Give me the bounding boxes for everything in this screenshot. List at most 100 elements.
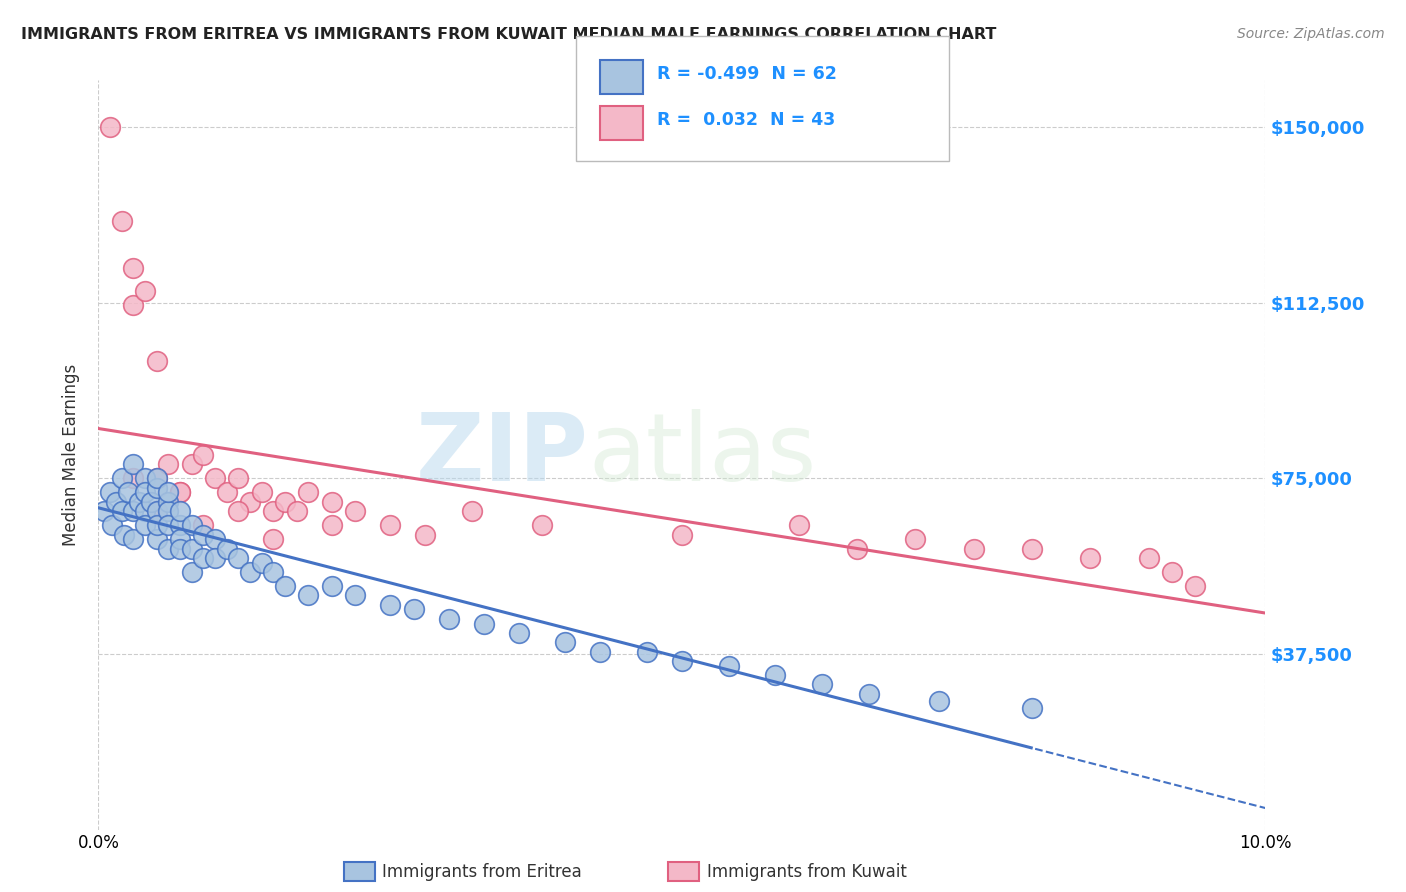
Text: atlas: atlas xyxy=(589,409,817,501)
Point xyxy=(380,598,402,612)
Point xyxy=(111,471,134,485)
Point xyxy=(111,504,134,518)
Point xyxy=(146,471,169,485)
Point xyxy=(250,485,273,500)
Point xyxy=(146,481,169,495)
Point xyxy=(858,687,880,701)
Point xyxy=(1080,551,1102,566)
Point xyxy=(530,518,553,533)
Point xyxy=(262,504,284,518)
Point xyxy=(413,527,436,541)
Point xyxy=(904,532,927,546)
Point xyxy=(321,518,343,533)
Text: Source: ZipAtlas.com: Source: ZipAtlas.com xyxy=(1237,27,1385,41)
Point xyxy=(215,485,238,500)
Point xyxy=(157,485,180,500)
Point xyxy=(157,504,180,518)
Text: ZIP: ZIP xyxy=(416,409,589,501)
Point xyxy=(134,471,156,485)
Point xyxy=(180,541,202,556)
Point xyxy=(671,654,693,668)
Point xyxy=(344,589,367,603)
Point xyxy=(117,485,139,500)
Point xyxy=(1021,701,1043,715)
Point xyxy=(157,541,180,556)
Point xyxy=(101,518,124,533)
Point xyxy=(122,471,145,485)
Point xyxy=(122,260,145,275)
Point xyxy=(1021,541,1043,556)
Point xyxy=(169,532,191,546)
Text: Immigrants from Kuwait: Immigrants from Kuwait xyxy=(707,863,907,881)
Point xyxy=(104,494,127,508)
Point xyxy=(1137,551,1160,566)
Point xyxy=(846,541,869,556)
Point xyxy=(472,616,495,631)
Point xyxy=(636,644,658,658)
Point xyxy=(139,494,162,508)
Point xyxy=(285,504,308,518)
Point xyxy=(146,504,169,518)
Point xyxy=(157,518,180,533)
Point xyxy=(239,494,262,508)
Point xyxy=(297,485,319,500)
Point xyxy=(321,494,343,508)
Point xyxy=(787,518,810,533)
Point xyxy=(204,471,226,485)
Point xyxy=(402,602,425,616)
Point xyxy=(262,565,284,579)
Point xyxy=(589,644,612,658)
Point xyxy=(321,579,343,593)
Point xyxy=(111,213,134,227)
Point xyxy=(274,494,297,508)
Point xyxy=(180,565,202,579)
Point xyxy=(671,527,693,541)
Point xyxy=(1161,565,1184,579)
Point xyxy=(146,532,169,546)
Point xyxy=(169,485,191,500)
Point xyxy=(461,504,484,518)
Point xyxy=(98,120,121,135)
Point xyxy=(169,541,191,556)
Text: Immigrants from Eritrea: Immigrants from Eritrea xyxy=(382,863,582,881)
Point xyxy=(93,504,115,518)
Point xyxy=(146,471,169,485)
Point xyxy=(169,518,191,533)
Point xyxy=(134,284,156,298)
Point xyxy=(228,504,250,518)
Point xyxy=(811,677,834,691)
Point xyxy=(134,485,156,500)
Point xyxy=(193,551,215,566)
Point xyxy=(122,504,145,518)
Point xyxy=(344,504,367,518)
Point xyxy=(508,626,530,640)
Point xyxy=(180,518,202,533)
Y-axis label: Median Male Earnings: Median Male Earnings xyxy=(62,364,80,546)
Point xyxy=(146,518,169,533)
Point xyxy=(228,551,250,566)
Point xyxy=(1184,579,1206,593)
Point xyxy=(122,457,145,471)
Point xyxy=(297,589,319,603)
Point xyxy=(962,541,984,556)
Point xyxy=(763,668,786,682)
Point xyxy=(204,532,226,546)
Point xyxy=(193,448,215,462)
Point xyxy=(717,658,740,673)
Point xyxy=(122,532,145,546)
Point xyxy=(134,518,156,533)
Point xyxy=(122,298,145,312)
Text: R =  0.032  N = 43: R = 0.032 N = 43 xyxy=(657,112,835,129)
Point xyxy=(112,527,135,541)
Point xyxy=(146,504,169,518)
Point xyxy=(250,556,273,570)
Point xyxy=(262,532,284,546)
Point xyxy=(169,504,191,518)
Point xyxy=(215,541,238,556)
Point xyxy=(554,635,576,649)
Point xyxy=(228,471,250,485)
Point xyxy=(193,518,215,533)
Point xyxy=(180,457,202,471)
Point xyxy=(169,485,191,500)
Point xyxy=(128,494,150,508)
